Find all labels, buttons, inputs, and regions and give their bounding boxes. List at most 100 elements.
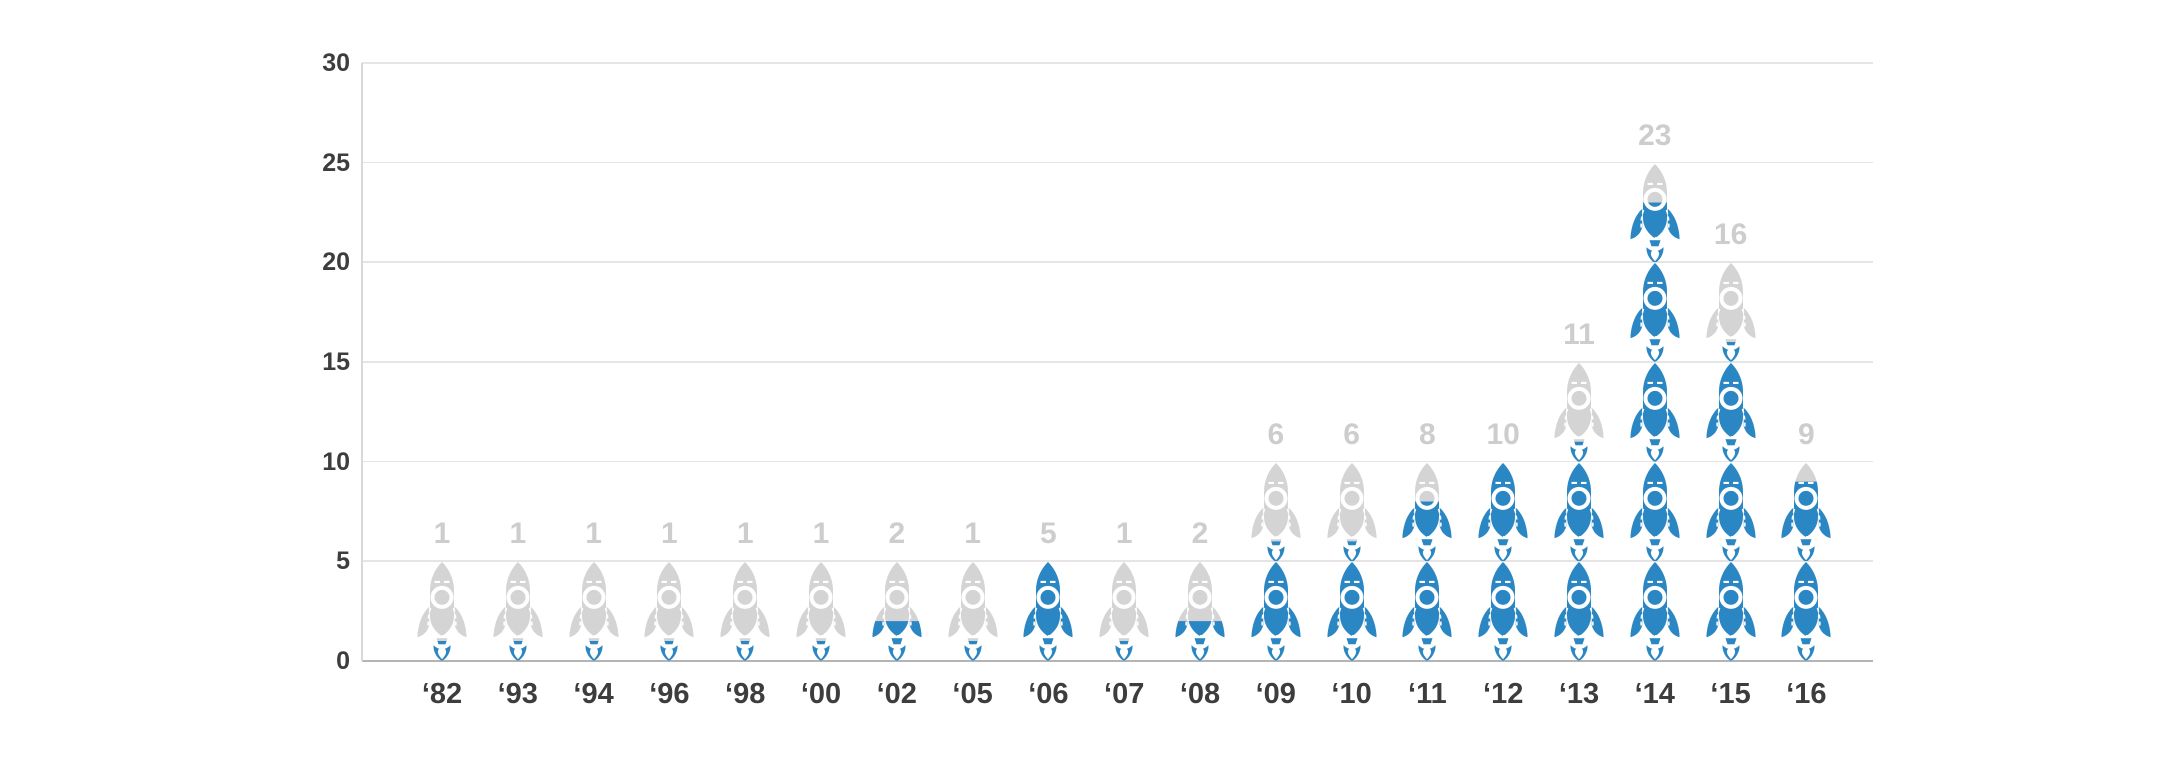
value-label: 6 xyxy=(1343,417,1360,451)
value-label: 1 xyxy=(433,517,451,551)
rocket-icon-filled xyxy=(1628,262,1682,362)
x-tick-label: ‘08 xyxy=(1179,678,1221,710)
rocket-cell xyxy=(794,561,848,661)
gridline xyxy=(362,161,1873,164)
x-tick-label: ‘06 xyxy=(1028,678,1069,710)
rocket-icon-filled xyxy=(1552,561,1606,661)
rocket-cell xyxy=(491,561,545,661)
rocket-cell xyxy=(1704,362,1758,462)
rocket-icon-filled xyxy=(1021,561,1075,661)
rocket-icon-filled xyxy=(1552,462,1606,562)
rocket-cell xyxy=(1476,561,1530,661)
x-tick-label: ‘10 xyxy=(1331,678,1372,710)
value-label: 16 xyxy=(1713,218,1748,252)
gridline xyxy=(362,361,1873,363)
rocket-cell xyxy=(718,561,772,661)
rocket-cell xyxy=(870,561,924,661)
rocket-icon-filled xyxy=(1628,362,1682,462)
y-tick-label: 5 xyxy=(336,547,350,576)
x-tick-label: ‘05 xyxy=(952,678,993,710)
rocket-icon-filled xyxy=(1704,362,1758,462)
rocket-cell xyxy=(1249,462,1303,562)
rocket-icon-filled xyxy=(1779,561,1833,661)
rocket-icon-filled xyxy=(1249,561,1303,661)
y-tick-label: 25 xyxy=(322,148,350,177)
y-tick-label: 0 xyxy=(336,647,350,675)
x-tick-label: ‘15 xyxy=(1710,678,1751,710)
x-tick-label: ‘13 xyxy=(1558,678,1600,710)
y-tick-label: 15 xyxy=(322,348,350,376)
rocket-icon-filled xyxy=(1628,561,1682,661)
x-tick-label: ‘11 xyxy=(1408,678,1447,710)
gridline xyxy=(362,460,1873,463)
rocket-cell xyxy=(1628,462,1682,562)
x-tick-label: ‘96 xyxy=(649,678,690,710)
rocket-cell xyxy=(1779,462,1833,562)
value-label: 1 xyxy=(1115,517,1133,551)
rocket-icon-filled xyxy=(1704,561,1758,661)
rocket-icon-filled xyxy=(1476,561,1530,661)
x-tick-label: ‘82 xyxy=(421,678,463,710)
rocket-cell xyxy=(1628,561,1682,661)
rocket-icon-filled xyxy=(1628,462,1682,562)
rocket-cell xyxy=(946,561,1000,661)
rocket-icon-filled xyxy=(1400,561,1454,661)
rocket-cell xyxy=(1552,362,1606,462)
gridline xyxy=(362,560,1873,562)
gridline xyxy=(362,261,1873,263)
rocket-cell xyxy=(1325,462,1379,562)
rocket-cell xyxy=(1704,462,1758,562)
value-label: 1 xyxy=(736,517,754,551)
value-label: 1 xyxy=(585,517,602,551)
gridline xyxy=(362,62,1873,64)
value-label: 5 xyxy=(1040,517,1057,551)
rocket-cell xyxy=(1249,561,1303,661)
rocket-cell xyxy=(1400,561,1454,661)
value-label: 8 xyxy=(1419,417,1436,451)
y-tick-label: 10 xyxy=(322,447,350,476)
y-tick-label: 20 xyxy=(322,248,350,277)
rocket-cell xyxy=(1400,462,1454,562)
rocket-cell xyxy=(1628,262,1682,362)
rocket-cell xyxy=(415,561,469,661)
value-label: 2 xyxy=(888,517,906,551)
value-label: 11 xyxy=(1563,318,1595,351)
x-tick-label: ‘94 xyxy=(573,678,614,710)
x-tick-label: ‘00 xyxy=(800,678,842,710)
value-label: 1 xyxy=(661,517,678,551)
x-axis-baseline xyxy=(362,660,1873,662)
rocket-cell xyxy=(642,561,696,661)
x-tick-label: ‘14 xyxy=(1634,678,1675,710)
rocket-cell xyxy=(1552,561,1606,661)
value-label: 10 xyxy=(1486,417,1520,451)
rocket-icon-filled xyxy=(1476,462,1530,562)
rocket-cell xyxy=(1325,561,1379,661)
x-tick-label: ‘07 xyxy=(1104,678,1145,710)
x-tick-label: ‘98 xyxy=(725,678,766,710)
value-label: 9 xyxy=(1798,417,1815,451)
value-label: 1 xyxy=(964,517,981,551)
value-label: 6 xyxy=(1267,417,1285,451)
x-tick-label: ‘16 xyxy=(1786,678,1827,710)
rocket-cell xyxy=(1628,163,1682,263)
value-label: 1 xyxy=(509,517,527,551)
rocket-icon-filled xyxy=(1325,561,1379,661)
value-label: 1 xyxy=(812,517,830,551)
rocket-cell xyxy=(1628,362,1682,462)
value-label: 23 xyxy=(1638,118,1672,152)
y-tick-label: 30 xyxy=(322,49,350,77)
rocket-cell xyxy=(567,561,621,661)
y-axis-line xyxy=(361,63,363,661)
x-tick-label: ‘02 xyxy=(876,678,917,710)
rocket-cell xyxy=(1779,561,1833,661)
x-tick-label: ‘12 xyxy=(1483,678,1524,710)
rocket-cell xyxy=(1021,561,1075,661)
rocket-cell xyxy=(1552,462,1606,562)
rocket-cell xyxy=(1476,462,1530,562)
rocket-icon-filled xyxy=(1704,462,1758,562)
rocket-cell xyxy=(1097,561,1151,661)
rocket-cell xyxy=(1704,561,1758,661)
rocket-cell xyxy=(1173,561,1227,661)
value-label: 2 xyxy=(1191,517,1209,551)
